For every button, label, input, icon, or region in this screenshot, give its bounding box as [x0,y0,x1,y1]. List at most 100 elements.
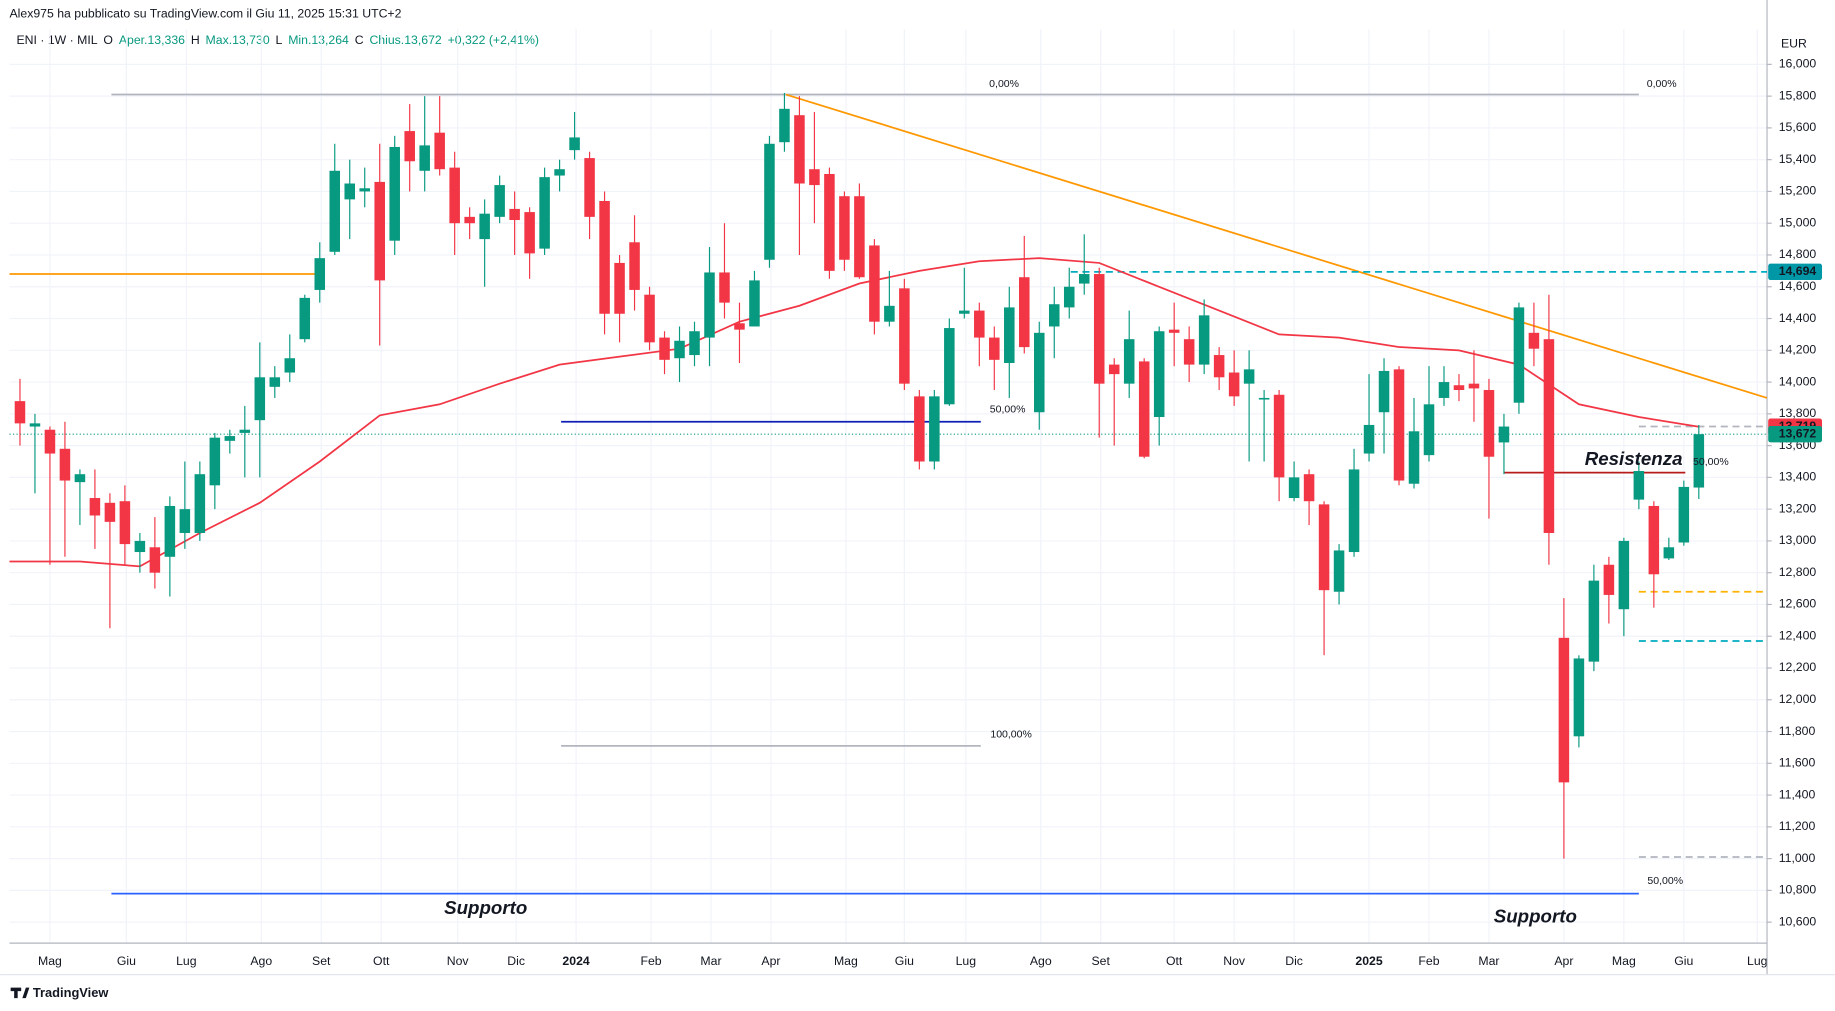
candle-body [179,509,191,533]
y-tick-label: 15,600 [1779,120,1817,134]
footer: TradingView [33,985,110,1000]
candle-body [44,429,56,454]
x-tick-label: Dic [507,954,525,968]
candle-body [854,196,865,278]
candle-body [1678,486,1690,543]
candle-body [824,173,835,271]
candle-body [1468,383,1480,389]
price-tag [1768,425,1823,443]
candle-body [1483,390,1495,457]
x-tick-label: Dic [1285,954,1303,968]
candle-body [749,280,760,327]
candle-body [1048,304,1060,327]
candle-body [254,377,266,421]
candle-body [1408,431,1420,484]
candle-body [1498,426,1510,443]
y-tick-label: 14,600 [1779,279,1817,293]
header: Alex975 ha pubblicato su TradingView.com… [9,6,401,20]
candle-body [1543,339,1555,533]
candle-body [1273,394,1285,478]
x-tick-label: Mag [38,954,62,968]
candle-body [809,169,820,186]
annotation-text: Supporto [444,897,527,918]
candle-body [1363,424,1375,454]
x-tick-label: 2025 [1355,954,1382,968]
candle-body [704,272,715,338]
candle-body [74,474,86,483]
candle-body [719,272,730,303]
candle-body [689,331,700,356]
candle-body [479,213,490,240]
candle-body [614,262,625,314]
x-tick-label: Feb [1418,954,1439,968]
y-tick-label: 12,400 [1779,628,1817,642]
x-tick-label: Giu [895,954,914,968]
x-tick-label: Lug [176,954,197,968]
candle-body [1288,477,1300,499]
y-tick-label: 13,000 [1779,533,1817,547]
candle-body [959,310,970,314]
candle-body [554,169,565,176]
y-tick-label: 15,000 [1779,215,1817,229]
candle-body [1513,307,1525,403]
legend-item: Max.13,730 [206,33,270,47]
candle-body [29,423,41,427]
candle-body [524,212,535,254]
candle-body [884,305,895,322]
candle-body [299,297,311,340]
y-tick-label: 11,400 [1779,787,1816,801]
y-tick-label: 12,000 [1779,692,1817,706]
candle-body [149,547,161,573]
legend-item: Aper.13,336 [119,33,185,47]
y-tick-label: 13,400 [1779,470,1817,484]
legend-item: H [191,33,200,47]
candle-body [59,448,71,481]
candle-body [1378,370,1390,413]
candle-body [1004,307,1015,364]
candle-body [1303,474,1315,502]
candle-body [1019,277,1030,348]
candle-body [674,340,685,359]
candle-body [869,245,880,322]
candle-body [569,137,580,151]
candle-body [344,183,356,200]
candle-body [284,358,296,373]
candle-body [1153,331,1165,418]
candle-body [944,328,955,405]
candle-body [1123,339,1135,384]
candle-body [734,323,745,330]
y-tick-label: 14,400 [1779,311,1817,325]
legend-item: ENI · 1W · MIL [16,33,97,47]
candle-body [1183,339,1195,365]
candle-body [1108,364,1120,375]
candle-body [1423,404,1435,456]
currency: EUR [1781,37,1807,51]
candle-body [464,216,475,224]
candle-body [269,377,281,387]
candle-body [1198,315,1210,365]
annotation-line [785,93,1768,399]
candle-body [389,146,400,241]
candle-body [659,337,670,360]
annotation-text: 50,00% [1647,875,1683,887]
moving-average [9,257,1699,568]
annotation-text: Resistenza [1585,448,1683,469]
y-tick-label: 12,800 [1779,565,1817,579]
y-tick-label: 13,800 [1779,406,1817,420]
y-tick-label: 14,200 [1779,343,1817,357]
x-tick-label: Giu [117,954,136,968]
candle-body [1063,286,1075,308]
candle-body [14,401,26,424]
candle-body [1034,332,1045,413]
candle-body [899,288,910,384]
x-tick-label: Nov [1223,954,1246,968]
candle-body [1528,332,1540,349]
x-tick-label: Ott [373,954,390,968]
x-tick-label: Apr [761,954,780,968]
y-tick-label: 12,200 [1779,660,1817,674]
x-tick-label: Apr [1554,954,1573,968]
y-tick-label: 11,600 [1779,756,1816,770]
y-tick-label: 15,800 [1779,88,1817,102]
